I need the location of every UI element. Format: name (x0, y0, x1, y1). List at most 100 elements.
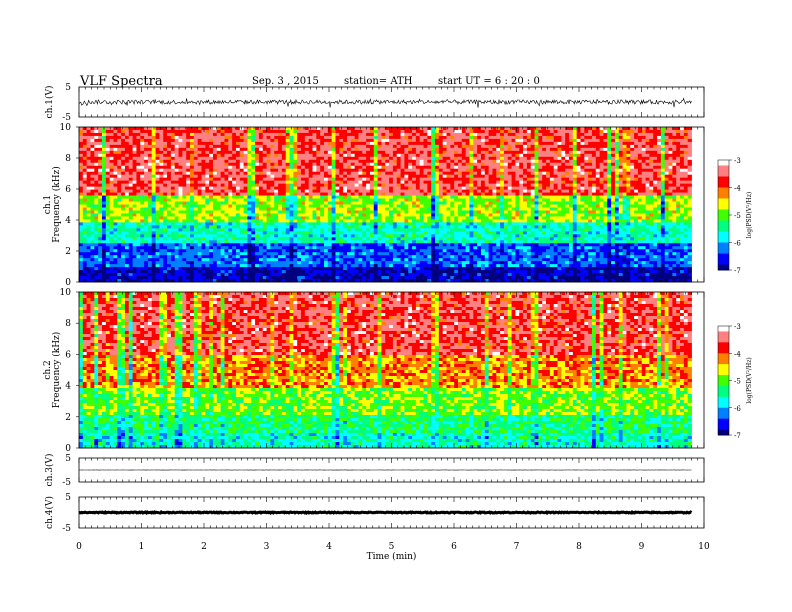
ch1-spectrogram-cell (132, 168, 137, 173)
ch1-spectrogram-cell (190, 165, 195, 170)
ch1-spectrogram-cell (530, 201, 535, 205)
ch1-spectrogram-cell (243, 174, 248, 179)
ch1-spectrogram-cell (454, 213, 459, 217)
ch1-spectrogram-cell (170, 189, 176, 193)
ch1-spectrogram-cell (193, 159, 199, 164)
ch1-spectrogram-cell (289, 210, 294, 214)
ch1-spectrogram-cell (324, 201, 329, 205)
ch1-spectrogram-cell (335, 138, 340, 143)
ch1-spectrogram-cell (500, 180, 505, 185)
ch1-spectrogram-cell (534, 189, 539, 193)
ch1-spectrogram-cell (680, 135, 685, 140)
ch1-spectrogram-cell (496, 150, 501, 155)
ch1-spectrogram-cell (205, 156, 210, 161)
ch1-spectrogram-cell (419, 189, 424, 193)
ch1-spectrogram-cell (98, 201, 103, 205)
ch1-spectrogram-cell (538, 138, 543, 143)
ch1-spectrogram-cell (369, 189, 375, 193)
ch1-spectrogram-cell (668, 147, 673, 152)
ch1-spectrogram-cell (220, 174, 225, 179)
ch1-spectrogram-cell (220, 159, 225, 164)
ch1-spectrogram-cell (572, 153, 578, 158)
ch1-spectrogram-cell (427, 127, 432, 131)
ch1-spectrogram-cell (308, 204, 313, 208)
ch1-spectrogram-cell (98, 150, 103, 155)
ch1-spectrogram-cell (82, 216, 88, 220)
ch1-spectrogram-cell (611, 180, 616, 185)
ch1-spectrogram-cell (201, 132, 206, 137)
ch1-spectrogram-cell (278, 213, 283, 217)
ch1-spectrogram-cell (324, 144, 329, 149)
ch1-spectrogram-cell (346, 127, 352, 131)
ch1-spectrogram-cell (523, 171, 528, 176)
ch1-spectrogram-cell (220, 204, 225, 208)
ch1-spectrogram-cell (320, 150, 325, 155)
ch1-spectrogram-cell (576, 177, 581, 182)
ch1-spectrogram-cell (446, 189, 451, 193)
ch1-spectrogram-cell (262, 129, 267, 134)
ch1-spectrogram-cell (477, 201, 482, 205)
ch1-spectrogram-cell (404, 141, 409, 146)
ch1-spectrogram-cell (683, 183, 689, 188)
ch1-spectrogram-cell (266, 183, 271, 188)
ch1-spectrogram-cell (412, 174, 417, 179)
ch1-spectrogram-cell (358, 204, 363, 208)
ch1-spectrogram-cell (480, 204, 486, 208)
ch1-spectrogram-cell (262, 198, 267, 202)
ch1-spectrogram-cell (224, 177, 229, 182)
ch1-spectrogram-cell (622, 159, 627, 164)
ch1-spectrogram-cell (580, 168, 585, 173)
ch1-spectrogram-cell (626, 192, 631, 196)
ch1-spectrogram-cell (193, 198, 199, 202)
ch1-spectrogram-cell (607, 207, 612, 211)
ch1-spectrogram-cell (140, 177, 145, 182)
ch1-spectrogram-cell (492, 165, 497, 170)
ch1-spectrogram-cell (113, 183, 118, 188)
ch1-spectrogram-cell (373, 129, 378, 134)
ch1-spectrogram-cell (676, 177, 681, 182)
ch1-spectrogram-cell (239, 204, 245, 208)
ch1-spectrogram-cell (147, 174, 153, 179)
ch1-spectrogram-cell (124, 198, 130, 202)
ch1-spectrogram-cell (362, 147, 367, 152)
ch1-spectrogram-cell (396, 204, 401, 208)
ch1-spectrogram-cell (637, 210, 643, 214)
ch1-spectrogram-cell (144, 204, 149, 208)
ch1-spectrogram-cell (362, 174, 367, 179)
ch1-spectrogram-cell (412, 207, 417, 211)
ch1-spectrogram-cell (614, 144, 620, 149)
ch1-spectrogram-cell (438, 198, 444, 202)
ch1-spectrogram-cell (561, 180, 566, 185)
ch1-spectrogram-cell (281, 168, 287, 173)
ch1-spectrogram-cell (281, 216, 287, 220)
ch1-spectrogram-cell (641, 165, 646, 170)
ch1-spectrogram-cell (243, 210, 248, 214)
ch1-spectrogram-cell (465, 159, 470, 164)
ch1-spectrogram-cell (408, 153, 413, 158)
ch1-spectrogram-cell (546, 132, 551, 137)
ch1-spectrogram-cell (224, 162, 229, 167)
ch1-spectrogram-cell (584, 204, 589, 208)
ch1-spectrogram-cell (435, 198, 440, 202)
ch1-spectrogram-cell (423, 177, 428, 182)
ch1-spectrogram-cell (228, 189, 233, 193)
ch1-spectrogram-cell (159, 132, 164, 137)
ch1-spectrogram-cell (117, 186, 122, 190)
ch1-spectrogram-cell (507, 165, 512, 170)
ch1-spectrogram-cell (435, 186, 440, 190)
ch1-spectrogram-cell (503, 129, 509, 134)
ch1-spectrogram-cell (167, 135, 172, 140)
ch1-spectrogram-cell (373, 171, 378, 176)
ch1-spectrogram-cell (553, 144, 558, 149)
ch1-spectrogram-cell (687, 195, 692, 199)
ch1-spectrogram-cell (350, 159, 356, 164)
ch1-spectrogram-cell (324, 141, 329, 146)
ch1-spectrogram-cell (511, 138, 516, 143)
ch1-spectrogram-cell (167, 132, 172, 137)
ch1-spectrogram-cell (358, 156, 363, 161)
ch1-spectrogram-cell (346, 150, 352, 155)
ch1-spectrogram-cell (377, 201, 382, 205)
ch1-spectrogram-cell (412, 138, 417, 143)
ch1-spectrogram-cell (611, 216, 616, 220)
ch1-spectrogram-cell (327, 192, 333, 196)
